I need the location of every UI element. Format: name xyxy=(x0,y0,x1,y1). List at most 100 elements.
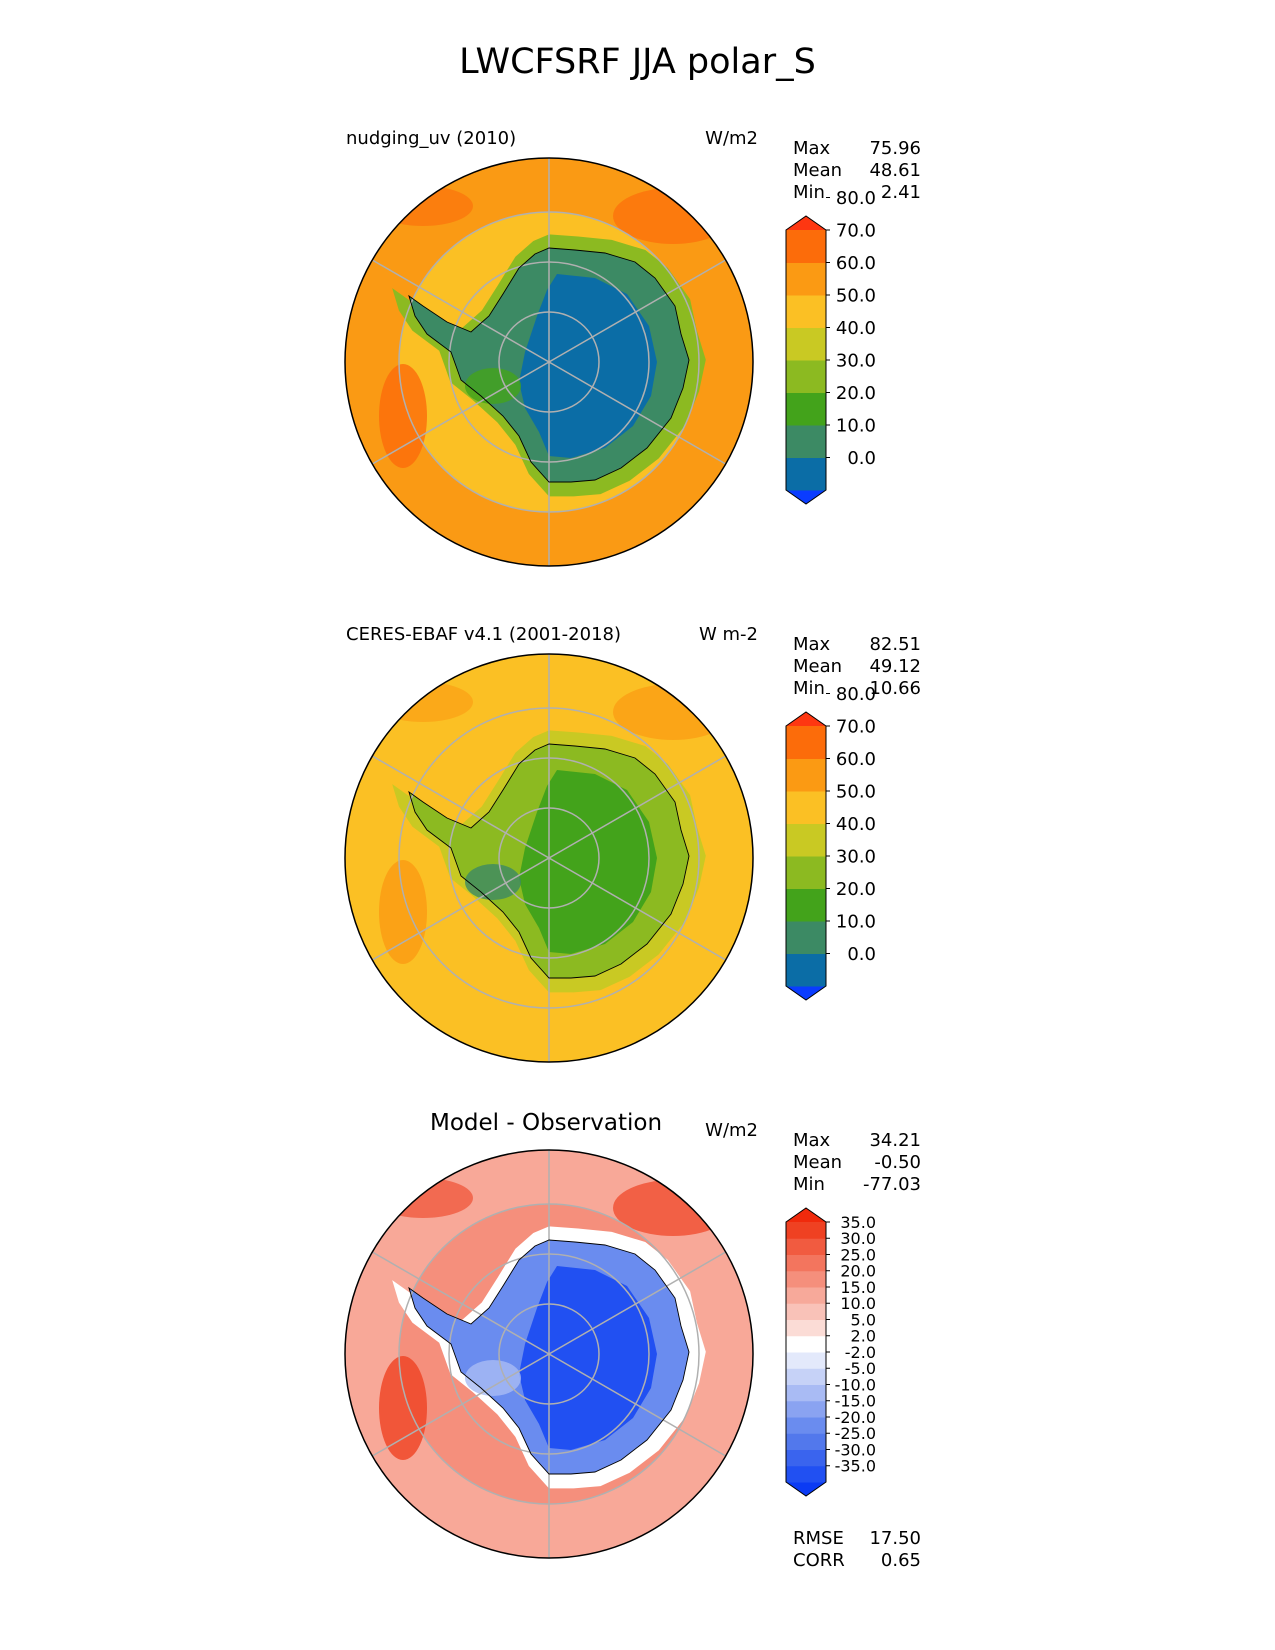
colorbar-tick-label: -25.0 xyxy=(835,1424,876,1443)
meridian-line xyxy=(548,857,727,961)
colorbar: 0.0 10.0 20.0 30.0 40.0 50.0 60.0 70.0 80.0 xyxy=(785,188,876,505)
colorbar-segment xyxy=(786,921,826,954)
meridian-line xyxy=(371,361,550,465)
stat-corr: CORR 0.65 xyxy=(793,1550,921,1571)
meridian-line xyxy=(371,259,550,363)
colorbar-tick-label: 0.0 xyxy=(847,944,876,965)
panel-title: Model - Observation xyxy=(430,1110,663,1136)
colorbar-extend-low xyxy=(786,490,826,504)
map-boundary xyxy=(344,653,754,1063)
stat-mean: Mean 49.12 xyxy=(793,656,921,677)
coastline xyxy=(408,1239,690,1475)
colorbar-tick-label: 30.0 xyxy=(840,1229,876,1248)
colorbar-segment xyxy=(786,1465,826,1483)
map-boundary xyxy=(344,1149,754,1559)
colorbar-tick-label: 70.0 xyxy=(836,220,876,241)
colorbar-tick-label: 10.0 xyxy=(836,415,876,436)
polar-map xyxy=(344,1149,754,1559)
colorbar-tick-label: 0.0 xyxy=(847,448,876,469)
stat-mean: Mean 48.61 xyxy=(793,160,921,181)
panel-units: W/m2 xyxy=(705,1120,758,1141)
meridian-line xyxy=(371,1353,550,1457)
colorbar-tick-label: 40.0 xyxy=(836,814,876,835)
colorbar-tick-label: -15.0 xyxy=(835,1392,876,1411)
stat-rmse: RMSE 17.50 xyxy=(793,1528,921,1549)
colorbar-tick-label: 30.0 xyxy=(836,350,876,371)
colorbar-extend-high xyxy=(786,712,826,726)
panel-observation: CERES-EBAF v4.1 (2001-2018) W m-2 Max 82.… xyxy=(0,624,1275,1094)
colorbar-tick-label: 20.0 xyxy=(840,1262,876,1281)
colorbar-segment xyxy=(786,726,826,759)
colorbar-segment xyxy=(786,1238,826,1255)
colorbar-segment xyxy=(786,1287,826,1304)
summary-stats: RMSE 17.50 CORR 0.65 xyxy=(793,1528,921,1572)
colorbar-segment xyxy=(786,1400,826,1418)
colorbar-segment xyxy=(786,823,826,857)
colorbar-segment xyxy=(786,295,826,328)
colorbar-tick-label: 60.0 xyxy=(836,253,876,274)
field-patch xyxy=(465,864,521,900)
colorbar: -35.0-30.0-25.0-20.0-15.0-10.0-5.0-2.02.… xyxy=(785,1207,876,1497)
colorbar-segment xyxy=(786,1368,826,1385)
colorbar-segment xyxy=(786,888,826,922)
stat-max: Max 34.21 xyxy=(793,1130,921,1151)
field-patch xyxy=(373,1178,473,1218)
colorbar-tick-label: 50.0 xyxy=(836,781,876,802)
colorbar-segment xyxy=(786,1303,826,1320)
colorbar-segment xyxy=(786,425,826,458)
colorbar-outline xyxy=(785,711,827,1001)
meridian-line xyxy=(548,1251,727,1355)
colorbar-segment xyxy=(786,1417,826,1434)
colorbar-extend-low xyxy=(786,1482,826,1496)
colorbar-segment xyxy=(786,1384,826,1402)
panel-model: nudging_uv (2010) W/m2 Max 75.96 Mean 48.6… xyxy=(0,128,1275,598)
colorbar-tick-label: 10.0 xyxy=(836,911,876,932)
colorbar-segment xyxy=(786,1222,826,1239)
colorbar-tick-label: 5.0 xyxy=(851,1310,876,1329)
colorbar-extend-high xyxy=(786,216,826,230)
coastline xyxy=(408,247,690,483)
colorbar-tick-label: 25.0 xyxy=(840,1245,876,1264)
stat-min: Min 2.41 xyxy=(793,182,921,203)
field-patch xyxy=(373,186,473,226)
colorbar-segment xyxy=(786,1319,826,1337)
map-boundary xyxy=(344,157,754,567)
panel-title: nudging_uv (2010) xyxy=(346,128,517,149)
panel-difference: Model - Observation W/m2 Max 34.21 Mean -0… xyxy=(0,1110,1275,1590)
colorbar-segment xyxy=(786,1449,826,1467)
panel-title: CERES-EBAF v4.1 (2001-2018) xyxy=(346,624,622,645)
colorbar-segment xyxy=(786,1335,826,1353)
colorbar-segment xyxy=(786,1270,826,1288)
colorbar-tick-label: 30.0 xyxy=(836,846,876,867)
colorbar-extend-low xyxy=(786,986,826,1000)
meridian-line xyxy=(548,361,727,465)
stat-max: Max 75.96 xyxy=(793,138,921,159)
meridian-line xyxy=(548,755,727,859)
colorbar-segment xyxy=(786,953,826,987)
colorbar-segment xyxy=(786,1254,826,1272)
colorbar-tick-label: 50.0 xyxy=(836,285,876,306)
field-patch xyxy=(379,860,427,964)
figure-title: LWCFSRF JJA polar_S xyxy=(459,42,816,82)
colorbar-outline xyxy=(785,1207,827,1497)
stat-min: Min -77.03 xyxy=(793,1174,921,1195)
panel-units: W/m2 xyxy=(705,128,758,149)
colorbar-segment xyxy=(786,327,826,361)
colorbar-tick-label: -10.0 xyxy=(835,1375,876,1394)
coastline xyxy=(408,743,690,979)
field-patch xyxy=(379,364,427,468)
colorbar-tick-label: 10.0 xyxy=(840,1294,876,1313)
colorbar-tick-label: 60.0 xyxy=(836,749,876,770)
colorbar-tick-label: -5.0 xyxy=(845,1359,876,1378)
stats-box: Max 82.51 Mean 49.12 Min 10.66 xyxy=(793,634,921,700)
field-patch xyxy=(379,1356,427,1460)
colorbar-segment xyxy=(786,262,826,296)
colorbar-tick-label: 2.0 xyxy=(851,1327,876,1346)
polar-map xyxy=(344,157,754,567)
colorbar-tick-label: 20.0 xyxy=(836,383,876,404)
colorbar-tick-label: 80.0 xyxy=(836,188,876,209)
colorbar-tick-label: 15.0 xyxy=(840,1278,876,1297)
colorbar-segment xyxy=(786,856,826,889)
colorbar-segment xyxy=(786,392,826,426)
stats-box: Max 34.21 Mean -0.50 Min -77.03 xyxy=(793,1130,921,1196)
